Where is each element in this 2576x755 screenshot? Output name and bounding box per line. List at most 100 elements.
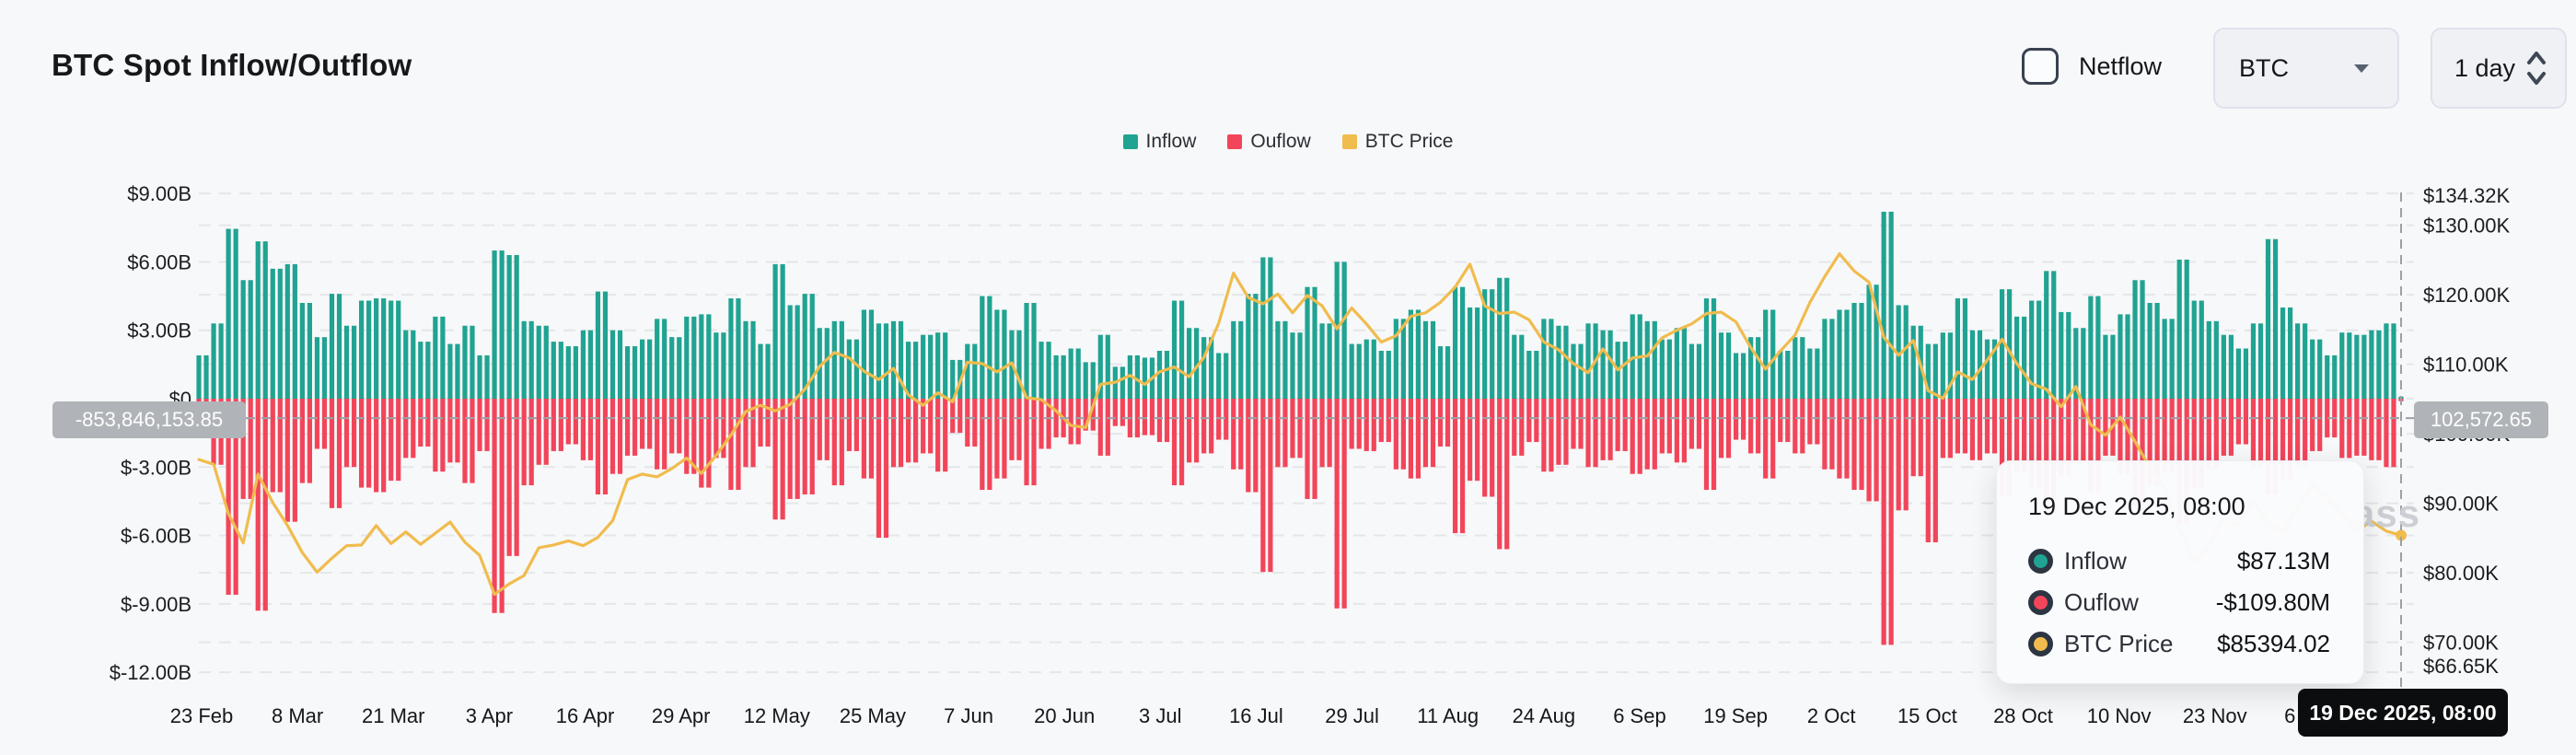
inflow-bar <box>890 320 897 399</box>
outflow-bar <box>1445 399 1451 447</box>
netflow-checkbox[interactable] <box>2022 48 2059 85</box>
inflow-bar <box>743 320 748 399</box>
outflow-bar <box>802 399 807 494</box>
outflow-bar <box>2206 399 2211 470</box>
outflow-bar <box>2081 399 2086 463</box>
inflow-bar <box>2125 314 2130 399</box>
netflow-checkbox-label: Netflow <box>2079 52 2163 80</box>
outflow-bar <box>743 399 748 468</box>
inflow-bar <box>403 330 409 399</box>
outflow-bar <box>2095 399 2101 493</box>
inflow-bar <box>1061 354 1066 399</box>
outflow-bar <box>2191 399 2197 488</box>
inflow-bar <box>1171 300 1178 399</box>
inflow-bar <box>868 309 875 399</box>
outflow-bar <box>1866 399 1872 502</box>
symbol-select[interactable]: BTC <box>2213 28 2399 109</box>
legend-swatch-icon <box>1341 134 1357 149</box>
inflow-bar <box>1681 328 1687 399</box>
inflow-bar <box>477 354 482 399</box>
x-axis-tick-label: 23 Feb <box>170 704 234 727</box>
x-axis-tick-label: 16 Apr <box>556 704 615 727</box>
tooltip-series-value: $87.13M <box>2236 547 2330 575</box>
outflow-bar <box>440 399 446 472</box>
inflow-bar <box>2169 319 2175 399</box>
outflow-bar <box>1659 399 1665 454</box>
outflow-bar <box>1253 399 1259 493</box>
outflow-bar <box>1947 399 1953 459</box>
outflow-bar <box>2066 399 2071 477</box>
inflow-bar <box>935 332 941 399</box>
x-axis-tick-label: 28 Oct <box>1993 704 2053 727</box>
tooltip-row: Ouflow -$109.80M <box>2028 588 2330 617</box>
outflow-bar <box>2118 399 2123 474</box>
outflow-bar <box>1097 399 1103 456</box>
outflow-bar <box>1312 399 1317 499</box>
outflow-bar <box>595 399 601 494</box>
inflow-bar <box>470 325 475 399</box>
outflow-bar <box>1711 399 1717 491</box>
outflow-bar <box>987 399 992 491</box>
inflow-bar <box>1696 343 1702 399</box>
outflow-bar <box>1400 399 1406 470</box>
outflow-bar <box>1859 399 1864 491</box>
inflow-bar <box>2110 334 2116 399</box>
outflow-bar <box>846 399 852 451</box>
inflow-bar <box>1910 325 1916 399</box>
inflow-bar <box>543 325 549 399</box>
outflow-bar <box>868 399 875 479</box>
inflow-bar <box>1341 261 1347 399</box>
outflow-bar <box>248 399 253 499</box>
x-axis-tick-label: 15 Oct <box>1897 704 1957 727</box>
inflow-bar <box>299 303 305 399</box>
inflow-bar <box>1459 286 1466 399</box>
outflow-bar <box>1378 399 1384 443</box>
outflow-bar <box>972 399 978 447</box>
inflow-bar <box>883 323 889 399</box>
inflow-bar <box>691 316 697 399</box>
outflow-bar <box>536 399 541 465</box>
legend-item-ouflow[interactable]: Ouflow <box>1227 131 1311 153</box>
outflow-bar <box>677 399 682 454</box>
inflow-bar <box>721 332 726 399</box>
inflow-bar <box>1556 325 1561 399</box>
inflow-bar <box>1888 211 1894 399</box>
inflow-bar <box>706 314 712 399</box>
inflow-bar <box>1475 307 1480 399</box>
inflow-bar <box>1156 351 1163 399</box>
outflow-bar <box>883 399 889 539</box>
inflow-bar <box>839 320 844 399</box>
inflow-bar <box>921 334 926 399</box>
outflow-bar <box>2376 399 2382 460</box>
crosshair-right-value-badge: 102,572.65 <box>2414 401 2548 438</box>
outflow-bar <box>662 399 667 470</box>
inflow-bar <box>1393 319 1398 399</box>
inflow-bar <box>714 332 719 399</box>
legend-item-inflow[interactable]: Inflow <box>1122 131 1196 153</box>
outflow-bar <box>1778 399 1783 443</box>
inflow-bar <box>1534 351 1539 399</box>
inflow-bar <box>1105 334 1110 399</box>
outflow-bar <box>1437 399 1444 447</box>
inflow-bar <box>2213 320 2219 399</box>
outflow-bar <box>1622 399 1628 451</box>
outflow-bar <box>2103 399 2108 456</box>
outflow-bar <box>655 399 660 470</box>
inflow-bar <box>1644 320 1650 399</box>
inflow-bar <box>1024 303 1029 399</box>
outflow-bar <box>2310 399 2315 451</box>
interval-select[interactable]: 1 day <box>2431 28 2567 109</box>
inflow-bar <box>381 298 387 399</box>
inflow-bar <box>1186 328 1192 399</box>
legend-item-btc-price[interactable]: BTC Price <box>1341 131 1453 153</box>
inflow-bar <box>2199 300 2204 399</box>
inflow-bar <box>1164 351 1170 399</box>
outflow-bar <box>433 399 438 472</box>
outflow-bar <box>2250 399 2257 468</box>
outflow-bar <box>684 399 690 474</box>
outflow-bar <box>2235 399 2242 445</box>
inflow-bar <box>2265 238 2271 399</box>
outflow-bar <box>484 399 490 451</box>
outflow-bar <box>492 399 497 613</box>
outflow-bar <box>1962 399 1968 454</box>
